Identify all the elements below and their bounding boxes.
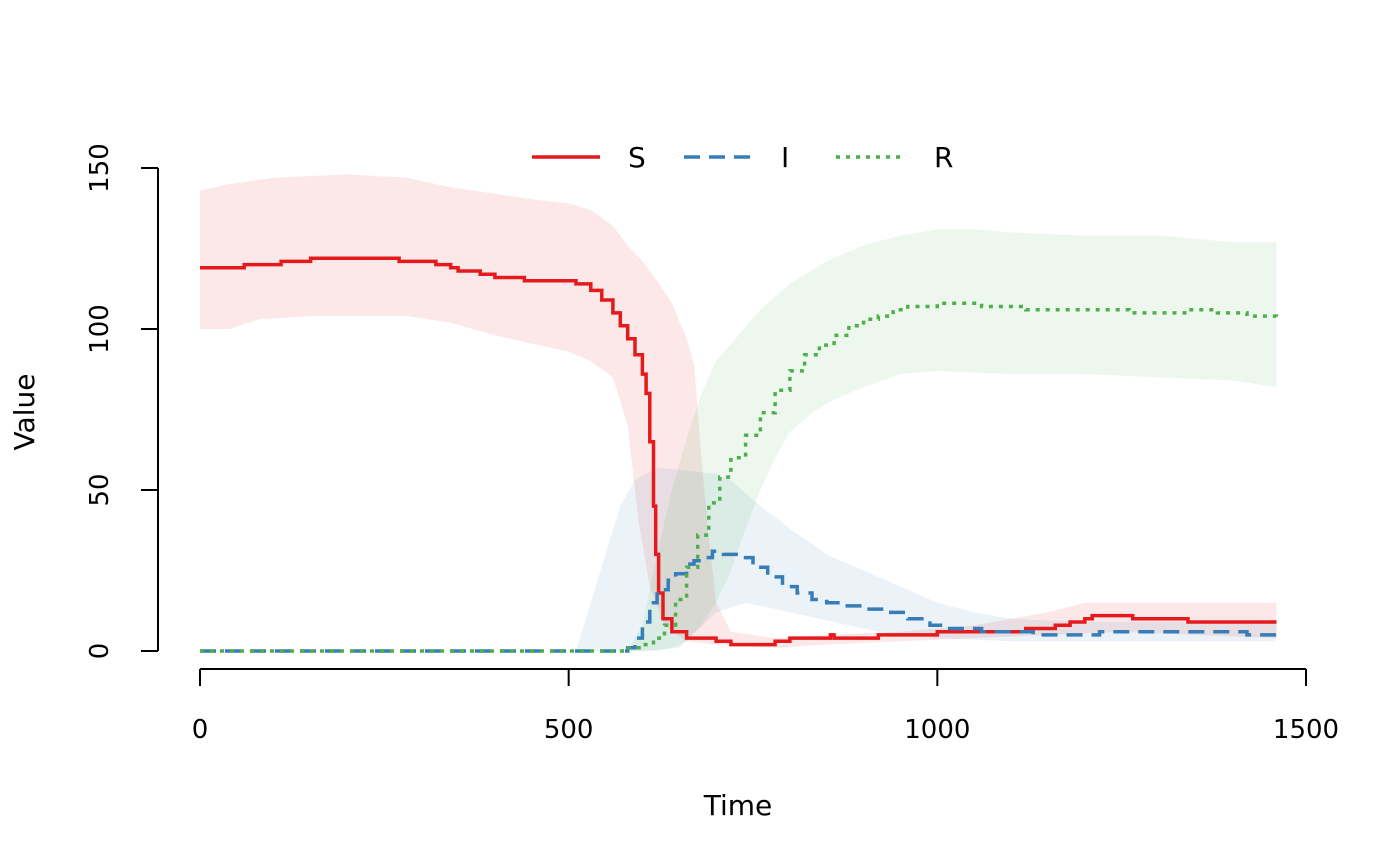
y-tick-label: 150: [85, 143, 115, 193]
y-tick-label: 100: [85, 304, 115, 354]
band-r: [200, 229, 1277, 651]
x-tick-label: 1000: [904, 715, 970, 745]
series-line-i: [200, 549, 1277, 653]
legend-label-i: I: [781, 141, 789, 174]
legend-label-r: R: [934, 141, 953, 174]
x-tick-label: 0: [192, 715, 209, 745]
y-axis-title: Value: [8, 374, 41, 451]
band-s: [200, 174, 1277, 648]
y-tick-label: 0: [85, 643, 115, 660]
legend-label-s: S: [628, 141, 646, 174]
series-lines: [200, 256, 1279, 653]
series-line-s: [200, 256, 1277, 647]
y-tick-label: 50: [85, 473, 115, 506]
x-tick-label: 1500: [1273, 715, 1339, 745]
x-axis: 0 500 1000 1500: [192, 668, 1339, 745]
confidence-bands: [200, 174, 1277, 651]
x-tick-label: 500: [544, 715, 594, 745]
y-axis: 0 50 100 150: [85, 143, 159, 660]
x-axis-title: Time: [703, 789, 773, 822]
band-i: [200, 467, 1277, 651]
